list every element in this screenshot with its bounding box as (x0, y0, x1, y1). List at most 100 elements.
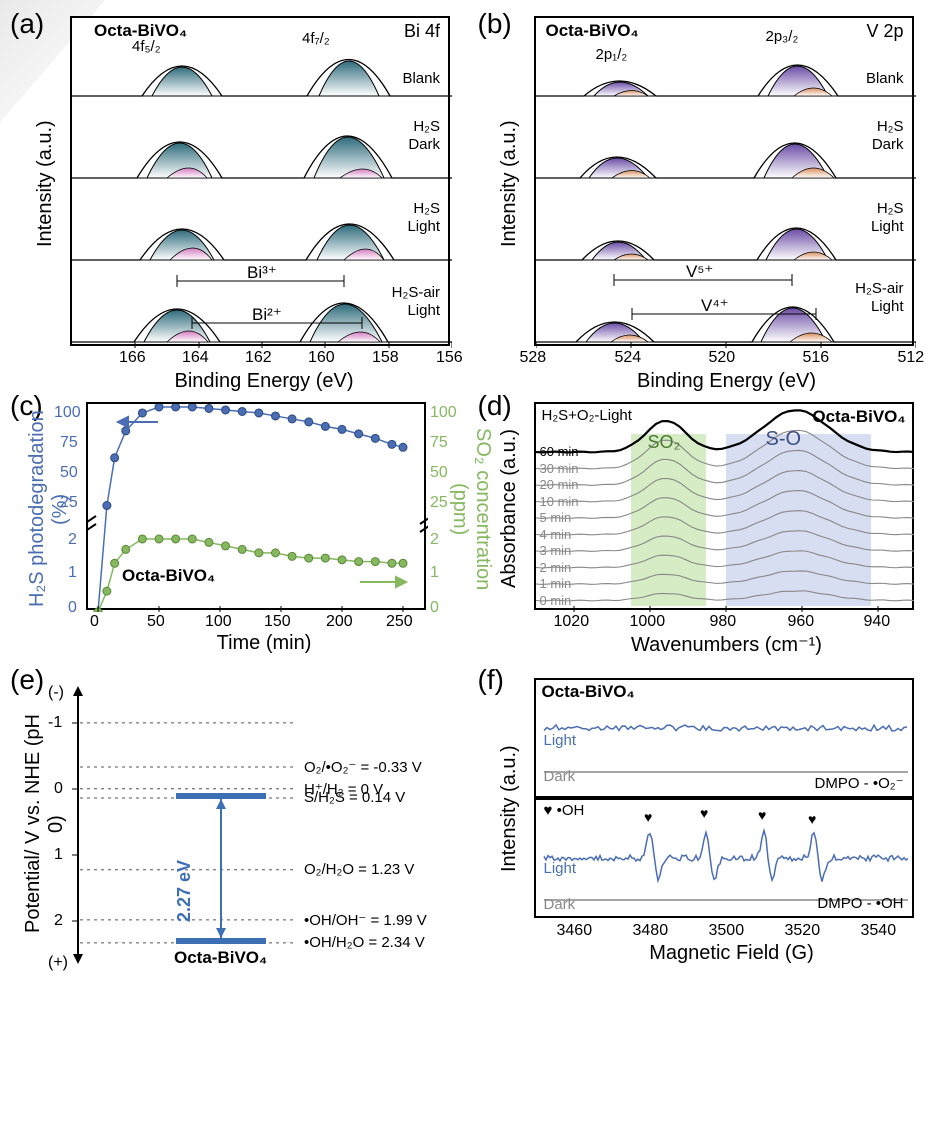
tick: 980 (710, 613, 737, 631)
drift-time: 10 min (540, 494, 579, 509)
panel-f-d2: Dark (544, 896, 576, 913)
tick: 516 (803, 349, 830, 367)
panel-a-peak1: 4f₅/₂ (132, 38, 161, 55)
panel-b-label: (b) (478, 8, 512, 40)
panel-f-leg: ♥ •OH (544, 802, 585, 819)
drift-time: 30 min (540, 461, 579, 476)
tick: 1 (68, 564, 77, 582)
tick: 50 (60, 464, 78, 482)
tick: 166 (119, 349, 146, 367)
panel-b-row3b: Light (871, 218, 904, 235)
svg-text:Bi²⁺: Bi²⁺ (252, 305, 282, 324)
tick: (+) (48, 954, 68, 972)
panel-b-xlabel: Binding Energy (eV) (597, 370, 857, 393)
panel-b-svg: V⁵⁺ V⁴⁺ (536, 18, 916, 348)
panel-c-xlabel: Time (min) (184, 632, 344, 655)
tick: 3540 (861, 922, 897, 940)
svg-text:♥: ♥ (644, 809, 652, 825)
tick: 3480 (633, 922, 669, 940)
tick: 2 (430, 531, 439, 549)
panel-a-row2b: Dark (408, 136, 440, 153)
figure-grid: (a) (0, 0, 943, 1135)
tick: 0 (54, 780, 63, 798)
tick: 528 (520, 349, 547, 367)
panel-d-xlabel: Wavenumbers (cm⁻¹) (612, 632, 842, 657)
panel-e-gap: 2.27 eV (174, 860, 195, 922)
panel-f-label: (f) (478, 664, 504, 696)
panel-b-row2a: H₂S (877, 118, 904, 135)
panel-c-title: Octa-BiVO₄ (122, 566, 215, 586)
panel-d-svg (536, 404, 916, 612)
tick: 200 (326, 613, 353, 631)
panel-a-row3b: Light (407, 218, 440, 235)
tick: 158 (372, 349, 399, 367)
panel-a-ylabel: Intensity (a.u.) (34, 84, 57, 284)
panel-e-mat: Octa-BiVO₄ (174, 948, 267, 968)
drift-time: 2 min (540, 560, 572, 575)
tick: 2 (54, 912, 63, 930)
tick: 162 (245, 349, 272, 367)
tick: 3460 (557, 922, 593, 940)
tick: -1 (48, 714, 62, 732)
panel-b-plot: V⁵⁺ V⁴⁺ Octa-BiVO₄ 2p₁/₂ 2p₃/₂ V 2p Blan… (534, 16, 914, 346)
panel-b-ylabel: Intensity (a.u.) (498, 84, 521, 284)
tick: 520 (709, 349, 736, 367)
panel-f-sp2: DMPO - •OH (817, 895, 903, 912)
panel-b-row4a: H₂S-air (855, 280, 903, 297)
redox-level: •OH/H₂O = 2.34 V (304, 934, 425, 951)
panel-d-left: H₂S+O₂-Light (542, 407, 632, 424)
panel-d-plot: H₂S+O₂-Light Octa-BiVO₄ SO₂ S-O 60 min 30… (534, 402, 914, 610)
panel-c-plot: Octa-BiVO₄ (86, 402, 426, 610)
tick: 1 (430, 564, 439, 582)
panel-f-title: Octa-BiVO₄ (542, 682, 635, 702)
drift-time: 20 min (540, 477, 579, 492)
panel-e-ylabel: Potential/ V vs. NHE (pH 0) (22, 714, 68, 934)
tick: 1000 (630, 613, 666, 631)
tick: 50 (147, 613, 165, 631)
panel-e-plot: 2.27 eV Octa-BiVO₄ O₂/•O₂⁻ = -0.33 VH⁺/H… (66, 680, 466, 970)
panel-a-peak2: 4f₇/₂ (302, 30, 330, 47)
panel-b-title: Octa-BiVO₄ (546, 21, 639, 41)
panel-a-row4a: H₂S-air (392, 284, 440, 301)
panel-d-reg1: SO₂ (648, 432, 681, 453)
tick: 100 (54, 404, 81, 422)
panel-b: (b) (472, 4, 940, 394)
tick: 25 (60, 494, 78, 512)
panel-e: (e) 2.27 eV Octa-BiVO₄ (4, 664, 472, 994)
tick: 100 (205, 613, 232, 631)
panel-d: (d) H₂S+O₂-Light Octa-BiVO₄ SO₂ S-O 60 m… (472, 394, 940, 664)
tick: 512 (898, 349, 925, 367)
panel-d-label: (d) (478, 390, 512, 422)
panel-f-d1: Dark (544, 768, 576, 785)
panel-b-row3a: H₂S (877, 200, 904, 217)
drift-time: 60 min (540, 444, 579, 459)
panel-a-plot: Bi³⁺ Bi²⁺ Octa-BiVO₄ 4f₅/₂ 4f₇/₂ Bi 4f B… (70, 16, 450, 346)
panel-e-label: (e) (10, 664, 44, 696)
panel-f-l1: Light (544, 732, 577, 749)
panel-f-sp1: DMPO - •O₂⁻ (815, 774, 904, 792)
redox-level: •OH/OH⁻ = 1.99 V (304, 911, 427, 929)
redox-level: S/H₂S = 0.14 V (304, 789, 405, 806)
tick: 160 (308, 349, 335, 367)
panel-d-title: Octa-BiVO₄ (812, 407, 905, 427)
panel-d-reg2: S-O (766, 428, 802, 451)
tick: 3520 (785, 922, 821, 940)
panel-f-plot-top: Octa-BiVO₄ Light Dark DMPO - •O₂⁻ (534, 678, 914, 798)
tick: 2 (68, 531, 77, 549)
svg-text:♥: ♥ (808, 811, 816, 827)
panel-f: (f) Octa-BiVO₄ Light Dark DMPO - •O₂⁻ ♥ … (472, 664, 940, 994)
drift-time: 4 min (540, 527, 572, 542)
tick: 156 (436, 349, 463, 367)
svg-text:♥: ♥ (758, 807, 766, 823)
panel-f-l2: Light (544, 860, 577, 877)
panel-a-right: Bi 4f (404, 21, 440, 42)
panel-b-row2b: Dark (872, 136, 904, 153)
tick: 50 (430, 464, 448, 482)
tick: 25 (430, 494, 448, 512)
panel-a-label: (a) (10, 8, 44, 40)
tick: 164 (182, 349, 209, 367)
tick: 3500 (709, 922, 745, 940)
panel-b-right: V 2p (866, 21, 903, 42)
tick: 250 (386, 613, 413, 631)
tick: 0 (90, 613, 99, 631)
